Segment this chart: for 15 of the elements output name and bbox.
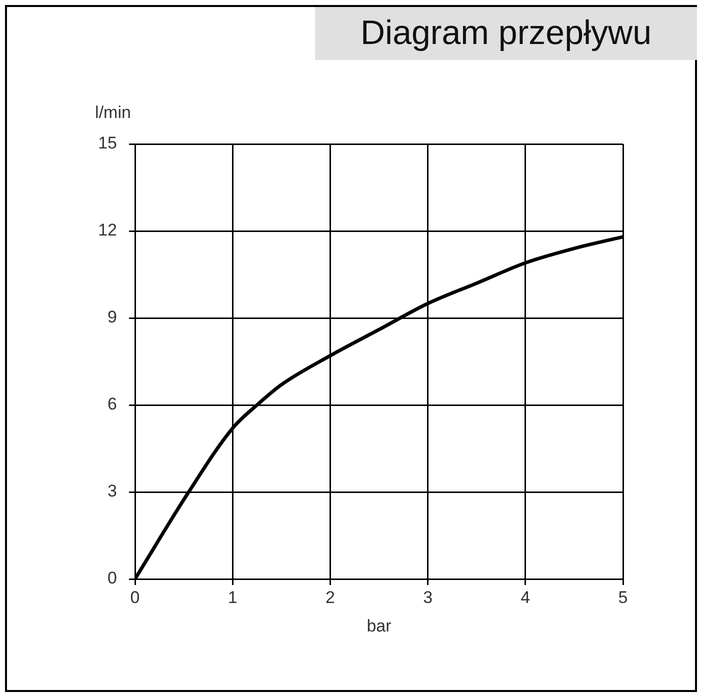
x-tick-label: 5 [618,588,628,607]
y-tick-label: 6 [108,394,117,414]
y-axis-title: l/min [95,103,131,122]
y-tick-label: 3 [108,482,117,501]
x-tick-label: 0 [130,588,140,607]
x-tick-label: 4 [520,588,530,607]
x-tick-label: 2 [325,588,335,607]
x-tick-label: 3 [423,588,433,607]
x-tick-label: 1 [228,588,238,607]
y-tick-label: 12 [98,220,117,240]
x-axis-title: bar [366,616,392,636]
y-tick-label: 0 [108,568,117,588]
chart-title: Diagram przepływu [315,7,697,60]
y-tick-label: 9 [108,308,117,327]
y-tick-label: 15 [98,134,117,153]
